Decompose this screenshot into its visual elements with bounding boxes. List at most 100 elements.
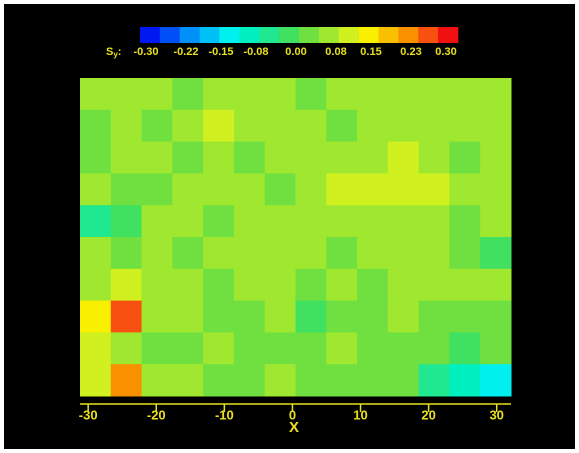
- field-cell: [264, 173, 296, 206]
- field-cell: [326, 109, 358, 143]
- field-cell: [449, 300, 481, 333]
- colorbar-tick-label: -0.30: [133, 46, 158, 58]
- field-cell: [357, 205, 389, 238]
- colorbar-tick-label: 0.08: [325, 46, 346, 58]
- colorbar-swatch: [159, 27, 181, 43]
- field-cell: [264, 78, 296, 111]
- field-cell: [357, 173, 389, 206]
- field-cell: [418, 205, 450, 238]
- field-cell: [449, 332, 481, 365]
- field-cell: [326, 237, 358, 270]
- field-cell: [449, 268, 481, 302]
- colorbar-swatch: [140, 27, 161, 43]
- field-cell: [387, 364, 420, 397]
- field-cell: [480, 268, 512, 302]
- field-cell: [387, 78, 420, 111]
- field-cell: [264, 205, 296, 238]
- field-cell: [80, 364, 112, 397]
- field-cell: [418, 237, 450, 270]
- field-cell: [295, 78, 327, 111]
- colorbar-swatch: [358, 27, 379, 43]
- colorbar-swatch: [338, 27, 359, 43]
- field-cell: [203, 141, 235, 174]
- x-tick-label: -30: [79, 407, 98, 422]
- field-cell: [203, 109, 235, 143]
- colorbar-tick-label: 0.23: [400, 46, 421, 58]
- field-cell: [295, 364, 327, 397]
- field-cell: [203, 173, 235, 206]
- field-cell: [326, 141, 358, 174]
- field-cell: [233, 237, 266, 270]
- x-tick-label: 30: [489, 407, 503, 422]
- colorbar-tick-label: -0.15: [208, 46, 233, 58]
- colorbar-swatch: [179, 27, 200, 43]
- field-cell: [480, 109, 512, 143]
- field-cell: [264, 300, 296, 333]
- colorbar-swatch: [299, 27, 320, 43]
- field-cell: [233, 141, 266, 174]
- field-cell: [80, 78, 112, 111]
- field-cell: [110, 78, 143, 111]
- colorbar-swatch: [318, 27, 340, 43]
- field-cell: [357, 332, 389, 365]
- field-cell: [141, 173, 173, 206]
- colorbar-tick-label: -0.08: [243, 46, 268, 58]
- field-cell: [141, 237, 173, 270]
- x-axis-label: X: [289, 419, 299, 436]
- field-cell: [233, 205, 266, 238]
- field-cell: [141, 78, 173, 111]
- field-cell: [141, 364, 173, 397]
- field-cell: [449, 205, 481, 238]
- colorbar-swatch: [219, 27, 240, 43]
- field-cell: [80, 205, 112, 238]
- field-cell: [203, 237, 235, 270]
- field-cell: [295, 300, 327, 333]
- field-cell: [480, 141, 512, 174]
- field-cell: [387, 237, 420, 270]
- field-cell: [480, 78, 512, 111]
- field-cell: [480, 332, 512, 365]
- field-cell: [141, 141, 173, 174]
- field-cell: [387, 141, 420, 174]
- field-cell: [80, 268, 112, 302]
- field-cell: [418, 364, 450, 397]
- field-cell: [357, 300, 389, 333]
- field-cell: [449, 364, 481, 397]
- field-cell: [141, 300, 173, 333]
- field-cell: [295, 205, 327, 238]
- field-cell: [203, 332, 235, 365]
- field-cell: [110, 173, 143, 206]
- colorbar-tick-label: 0.00: [285, 46, 306, 58]
- field-cell: [295, 237, 327, 270]
- field-cell: [387, 332, 420, 365]
- colorbar-swatch: [279, 27, 300, 43]
- field-cell: [264, 268, 296, 302]
- field-cell: [172, 78, 204, 111]
- colorbar-label-suffix: :: [118, 46, 122, 58]
- field-cell: [141, 268, 173, 302]
- field-cell: [357, 364, 389, 397]
- field-cell: [172, 237, 204, 270]
- x-tick-label: 0: [289, 407, 296, 422]
- field-cell: [418, 173, 450, 206]
- field-cell: [80, 237, 112, 270]
- field-cell: [418, 300, 450, 333]
- field-cell: [449, 173, 481, 206]
- field-cell: [172, 364, 204, 397]
- field-cell: [295, 173, 327, 206]
- field-cell: [295, 268, 327, 302]
- field-cell: [326, 268, 358, 302]
- field-cell: [480, 237, 512, 270]
- field-cell: [110, 205, 143, 238]
- field-cell: [480, 364, 512, 397]
- field-cell: [387, 109, 420, 143]
- field-cell: [172, 300, 204, 333]
- field-cell: [172, 141, 204, 174]
- field-cell: [203, 364, 235, 397]
- field-cell: [326, 300, 358, 333]
- field-cell: [357, 109, 389, 143]
- colorbar-swatch: [438, 27, 459, 43]
- field-cell: [203, 268, 235, 302]
- colorbar-swatch: [239, 27, 260, 43]
